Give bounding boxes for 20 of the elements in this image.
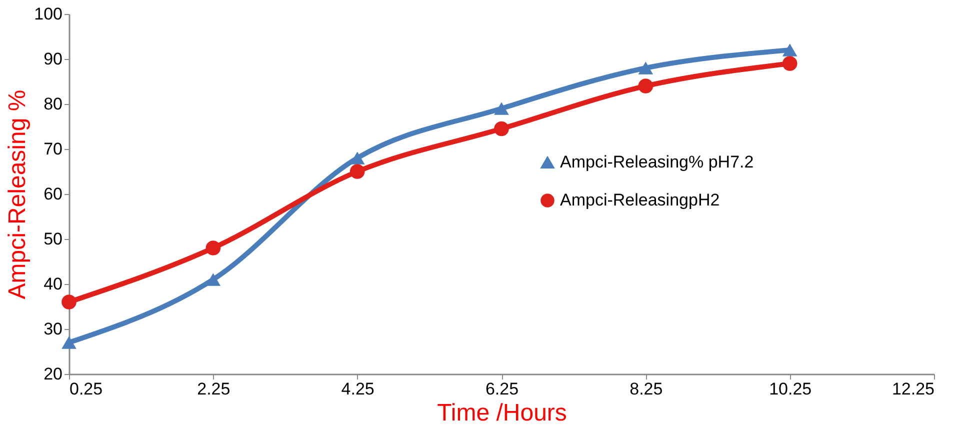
y-tick-label: 70 (44, 140, 62, 158)
y-tick-label: 100 (34, 4, 62, 24)
y-tick-label: 90 (44, 50, 62, 68)
x-tick-label: 0.25 (70, 380, 103, 398)
x-tick-label: 6.25 (485, 380, 519, 398)
y-tick-label: 20 (44, 364, 62, 384)
y-tick-label: 40 (44, 274, 62, 294)
x-tick-label: 8.25 (630, 380, 663, 398)
y-axis-title: Ampci-Releasing % (4, 90, 32, 300)
x-tick-label: 12.25 (892, 380, 934, 398)
x-tick-label: 2.25 (197, 380, 230, 398)
x-axis-title: Time /Hours (437, 400, 567, 426)
y-tick-label: 30 (44, 320, 62, 338)
x-tick-label: 4.25 (341, 380, 374, 398)
y-tick-label: 80 (44, 94, 62, 114)
legend-label: Ampci-Releasing% pH7.2 (560, 152, 754, 172)
legend-label: Ampci-ReleasingpH2 (560, 190, 720, 210)
y-tick-label: 50 (44, 230, 62, 248)
y-tick-label: 60 (44, 184, 62, 204)
x-tick-label: 10.25 (769, 380, 812, 398)
